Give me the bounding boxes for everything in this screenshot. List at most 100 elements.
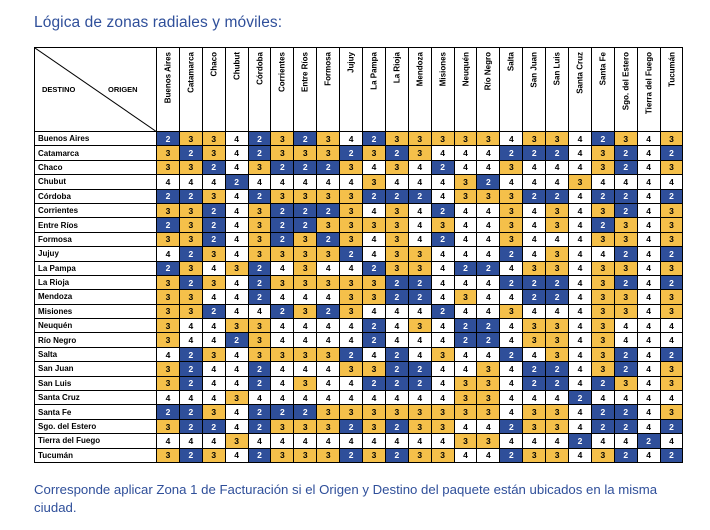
- zone-cell: 4: [659, 318, 684, 334]
- zone-cell: 2: [499, 274, 524, 291]
- zone-cell: 3: [659, 289, 684, 305]
- row-header: Tierra del Fuego: [34, 433, 157, 449]
- zone-cell: 4: [201, 289, 226, 305]
- zone-cell: 3: [522, 332, 547, 348]
- zone-cell: 4: [224, 188, 249, 204]
- zone-cell: 4: [636, 188, 661, 204]
- zone-cell: 3: [430, 130, 455, 147]
- zone-cell: 3: [476, 375, 501, 392]
- zone-matrix-table: DESTINO ORIGEN Buenos Aires Catamarca Chac…: [34, 47, 684, 463]
- table-row: Chubut 4 4 4 2 4 4 4 4 4 3 4 4 4 3 2 4 4 4 3 4 4 4 4: [34, 174, 684, 190]
- zone-cell: 3: [453, 433, 478, 449]
- zone-cell: 4: [499, 318, 524, 334]
- zone-cell: 3: [407, 447, 432, 463]
- column-header: Río Negro: [476, 47, 501, 132]
- zone-cell: 4: [247, 390, 272, 406]
- zone-cell: 4: [499, 332, 524, 348]
- zone-cell: 2: [247, 418, 272, 435]
- corner-diagonal-line: [35, 48, 156, 131]
- row-header: Misiones: [34, 303, 157, 320]
- zone-cell: 4: [476, 246, 501, 262]
- column-header-row: DESTINO ORIGEN Buenos Aires Catamarca Chac…: [34, 47, 684, 132]
- zone-cell: 3: [178, 289, 203, 305]
- zone-cell: 3: [339, 289, 364, 305]
- zone-cell: 2: [247, 188, 272, 204]
- zone-cell: 3: [224, 390, 249, 406]
- zone-cell: 3: [545, 130, 570, 147]
- zone-cell: 2: [384, 346, 409, 363]
- table-row: La Pampa 2 3 4 3 2 4 3 4 4 2 3 3 4 2 2 4 3 3 4 3 3 4 3: [34, 260, 684, 276]
- zone-cell: 3: [522, 260, 547, 276]
- zone-cell: 3: [384, 159, 409, 176]
- table-row: Córdoba 2 2 3 4 2 3 3 3 3 2 2 2 4 3 3 3 2 2 4 2 2 4 2: [34, 188, 684, 204]
- zone-cell: 4: [156, 174, 180, 190]
- zone-cell: 2: [247, 375, 272, 392]
- zone-cell: 4: [636, 130, 661, 147]
- row-header: Catamarca: [34, 145, 157, 161]
- zone-cell: 2: [522, 289, 547, 305]
- zone-cell: 4: [568, 188, 592, 204]
- zone-cell: 3: [156, 231, 180, 248]
- zone-cell: 4: [499, 174, 524, 190]
- row-header: San Luis: [34, 375, 157, 392]
- column-header-label: Santa Fe: [598, 52, 608, 86]
- column-header: Jujuy: [339, 47, 364, 132]
- zone-cell: 4: [590, 390, 615, 406]
- table-row: Santa Fe 2 2 3 4 2 2 2 3 3 3 3 3 3 3 3 4 3 3 4 2 2 4 3: [34, 404, 684, 420]
- zone-cell: 3: [201, 447, 226, 463]
- zone-cell: 2: [613, 159, 638, 176]
- zone-cell: 3: [156, 447, 180, 463]
- zone-cell: 4: [545, 159, 570, 176]
- zone-cell: 2: [293, 404, 318, 420]
- zone-cell: 3: [453, 404, 478, 420]
- zone-cell: 3: [430, 404, 455, 420]
- zone-cell: 4: [430, 361, 455, 377]
- zone-cell: 4: [636, 447, 661, 463]
- zone-cell: 3: [224, 433, 249, 449]
- zone-cell: 2: [453, 318, 478, 334]
- zone-cell: 4: [178, 433, 203, 449]
- zone-cell: 3: [270, 418, 295, 435]
- zone-cell: 4: [453, 447, 478, 463]
- zone-cell: 4: [636, 332, 661, 348]
- zone-cell: 4: [293, 289, 318, 305]
- zone-cell: 4: [224, 202, 249, 219]
- zone-cell: 2: [247, 289, 272, 305]
- column-header-label: La Rioja: [392, 52, 402, 84]
- zone-cell: 2: [613, 145, 638, 161]
- zone-cell: 3: [247, 332, 272, 348]
- row-header: Chaco: [34, 159, 157, 176]
- column-header-label: Tierra del Fuego: [644, 52, 654, 115]
- zone-cell: 4: [568, 289, 592, 305]
- zone-cell: 4: [453, 303, 478, 320]
- zone-cell: 4: [545, 303, 570, 320]
- column-header-label: Salta: [506, 52, 516, 72]
- zone-cell: 4: [636, 145, 661, 161]
- zone-cell: 3: [430, 346, 455, 363]
- zone-cell: 2: [613, 246, 638, 262]
- zone-cell: 2: [247, 447, 272, 463]
- destino-label: DESTINO: [42, 85, 76, 94]
- footnote-text: Corresponde aplicar Zona 1 de Facturació…: [34, 482, 658, 515]
- row-header: Corrientes: [34, 202, 157, 219]
- zone-cell: 2: [384, 274, 409, 291]
- zone-cell: 3: [293, 346, 318, 363]
- zone-cell: 4: [568, 145, 592, 161]
- zone-cell: 4: [224, 346, 249, 363]
- zone-cell: 3: [545, 260, 570, 276]
- column-header-label: Río Negro: [483, 52, 493, 91]
- row-header: San Juan: [34, 361, 157, 377]
- zone-cell: 2: [613, 418, 638, 435]
- zone-cell: 2: [201, 231, 226, 248]
- zone-cell: 3: [590, 447, 615, 463]
- zone-cell: 3: [613, 289, 638, 305]
- zone-cell: 3: [545, 217, 570, 233]
- zone-cell: 4: [568, 202, 592, 219]
- zone-cell: 4: [270, 289, 295, 305]
- zone-cell: 4: [499, 404, 524, 420]
- zone-cell: 2: [201, 418, 226, 435]
- column-header-label: San Luis: [552, 52, 562, 86]
- zone-cell: 3: [476, 361, 501, 377]
- zone-cell: 4: [293, 361, 318, 377]
- zone-cell: 4: [545, 174, 570, 190]
